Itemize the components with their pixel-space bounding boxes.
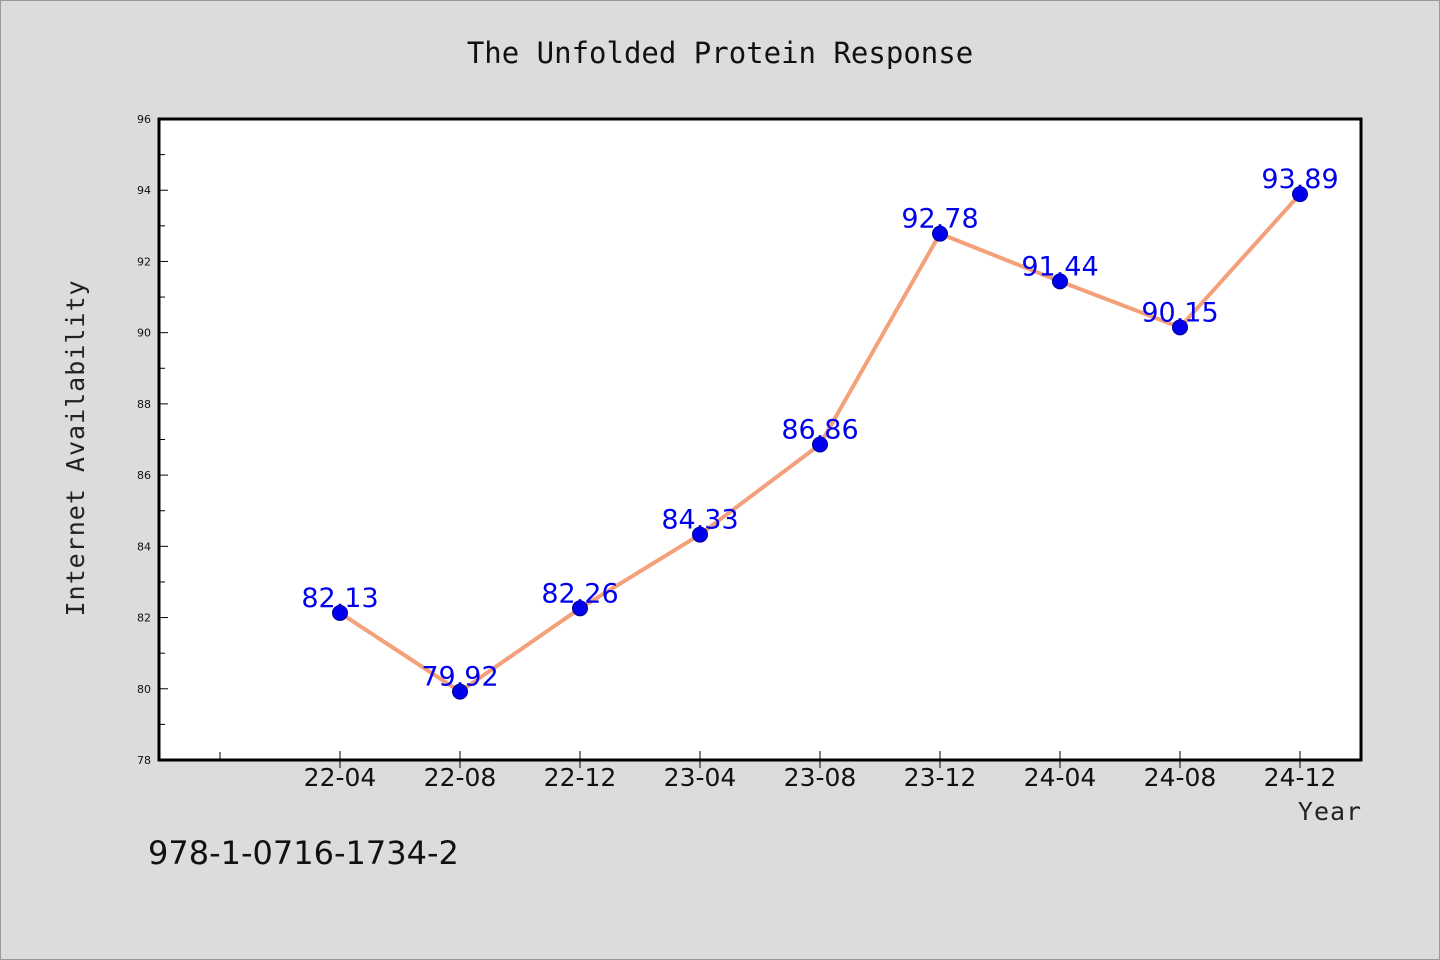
x-tick-label: 24-04 xyxy=(1024,763,1097,792)
x-tick-label: 22-04 xyxy=(304,763,377,792)
y-tick-label: 94 xyxy=(137,184,151,197)
x-tick-label: 23-08 xyxy=(784,763,857,792)
x-tick-label: 23-12 xyxy=(904,763,977,792)
data-point xyxy=(572,600,588,617)
data-point xyxy=(1052,273,1068,290)
x-tick-label: 24-08 xyxy=(1144,763,1217,792)
y-tick-label: 96 xyxy=(137,113,151,126)
plot-area xyxy=(157,117,1363,762)
isbn-text: 978-1-0716-1734-2 xyxy=(148,834,459,872)
data-label: 90.15 xyxy=(1141,297,1218,328)
y-tick-label: 82 xyxy=(137,612,151,625)
x-axis-label: Year xyxy=(1298,797,1362,826)
data-point xyxy=(1172,319,1188,336)
x-tick-label: 22-08 xyxy=(424,763,497,792)
series-group: 82.13 79.92 82.26 84.33 86.86 92.78 91.44 90.15… xyxy=(301,164,1339,700)
data-label: 91.44 xyxy=(1021,251,1098,282)
data-point xyxy=(332,604,348,621)
data-label: 79.92 xyxy=(421,662,498,693)
data-label: 82.13 xyxy=(301,583,378,614)
y-tick-label: 80 xyxy=(137,683,151,696)
y-tick-label: 92 xyxy=(137,255,151,268)
data-label: 92.78 xyxy=(901,204,978,235)
x-axis: 22-04 22-08 22-12 23-04 23-08 23-12 24-04 24-08… xyxy=(219,751,1337,792)
data-point xyxy=(932,225,948,242)
data-point xyxy=(1292,186,1308,203)
data-label: 84.33 xyxy=(661,505,738,536)
y-tick-label: 84 xyxy=(137,540,151,553)
data-point xyxy=(692,526,708,543)
data-label: 86.86 xyxy=(781,414,858,445)
data-point xyxy=(452,683,468,700)
x-tick-label: 22-12 xyxy=(544,763,617,792)
data-label: 82.26 xyxy=(541,578,618,609)
x-tick-label: 24-12 xyxy=(1264,763,1337,792)
y-axis-label: Internet Availability xyxy=(61,279,90,616)
data-label: 93.89 xyxy=(1261,164,1338,195)
y-tick-label: 78 xyxy=(137,754,151,767)
y-tick-label: 88 xyxy=(137,398,151,411)
y-axis: 78 80 82 84 86 88 90 92 94 96 xyxy=(137,113,168,767)
y-tick-label: 90 xyxy=(137,327,151,340)
y-tick-label: 86 xyxy=(137,469,151,482)
chart-title: The Unfolded Protein Response xyxy=(467,36,973,70)
data-point xyxy=(812,436,828,453)
x-tick-label: 23-04 xyxy=(664,763,737,792)
